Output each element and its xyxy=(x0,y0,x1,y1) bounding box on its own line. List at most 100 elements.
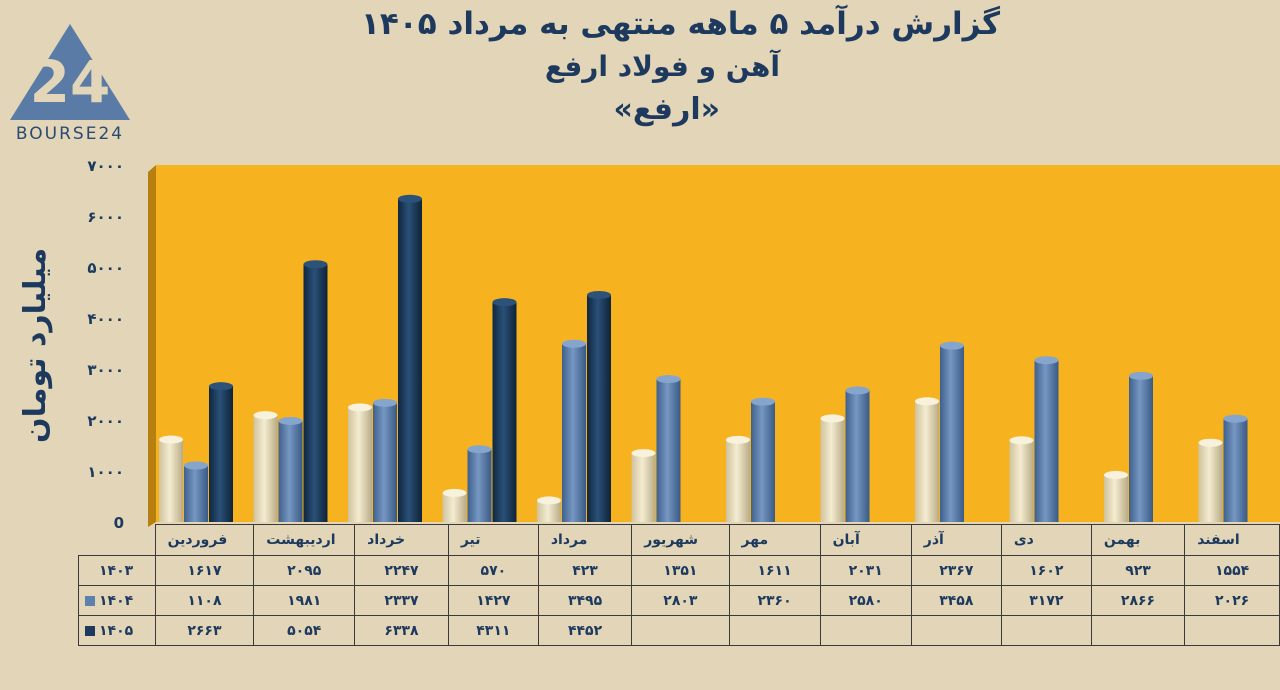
bar xyxy=(915,401,939,522)
bar xyxy=(631,453,656,522)
data-label: ۳۴۵۸ xyxy=(910,585,1002,616)
bar xyxy=(656,379,681,522)
y-tick-label: 0 xyxy=(114,514,124,532)
bar-cap xyxy=(467,445,492,454)
bar-cap xyxy=(537,496,561,505)
data-label xyxy=(1090,615,1186,646)
data-label: ۳۴۹۵ xyxy=(537,585,633,616)
bar xyxy=(1198,442,1223,522)
data-label: ۲۰۹۵ xyxy=(253,555,356,586)
bar-cap xyxy=(562,339,586,348)
data-label: ۲۰۳۱ xyxy=(819,555,912,586)
data-label: ۴۲۳ xyxy=(537,555,633,586)
bar xyxy=(537,500,561,522)
category-label: بهمن xyxy=(1090,524,1186,556)
bar xyxy=(373,402,397,522)
bar-cap xyxy=(726,435,750,444)
bar xyxy=(587,294,611,522)
bar xyxy=(1104,474,1128,522)
bar-cap xyxy=(1009,436,1034,445)
bar-cap xyxy=(209,382,233,391)
bar-cap xyxy=(398,194,422,203)
bar-cap xyxy=(751,397,775,406)
bar xyxy=(159,439,183,522)
data-label xyxy=(728,615,821,646)
data-label: ۹۲۳ xyxy=(1090,555,1186,586)
bar xyxy=(492,302,517,522)
data-label: ۲۰۲۶ xyxy=(1184,585,1280,616)
bar xyxy=(209,386,233,522)
title-line-2: آهن و فولاد ارفع xyxy=(544,50,780,83)
plot-side-wall xyxy=(148,165,156,527)
y-tick-label: ۳۰۰۰ xyxy=(87,361,124,379)
data-label: ۵۷۰ xyxy=(447,555,539,586)
bar xyxy=(303,264,328,522)
data-label xyxy=(631,615,730,646)
bar xyxy=(562,343,586,522)
series-label: ۱۴۰۵ xyxy=(78,615,156,646)
data-label xyxy=(1000,615,1092,646)
bar xyxy=(278,420,303,522)
data-label: ۲۶۶۳ xyxy=(154,615,255,646)
bar xyxy=(1223,418,1248,522)
data-label: ۲۵۸۰ xyxy=(819,585,912,616)
data-label: ۲۳۳۷ xyxy=(354,585,449,616)
bar-cap xyxy=(587,290,611,299)
category-label: مرداد xyxy=(537,524,633,556)
bar xyxy=(1129,375,1153,522)
bar-cap xyxy=(1129,371,1153,380)
data-label xyxy=(819,615,912,646)
data-label: ۳۱۷۲ xyxy=(1000,585,1092,616)
data-label: ۲۳۶۰ xyxy=(728,585,821,616)
bar xyxy=(1034,360,1059,522)
category-label: آذر xyxy=(910,524,1002,556)
y-tick-label: ۷۰۰۰ xyxy=(87,157,124,175)
bar xyxy=(398,198,422,522)
bar xyxy=(845,390,870,522)
bar-cap xyxy=(1034,356,1059,365)
data-label: ۲۲۴۷ xyxy=(354,555,449,586)
bar-cap xyxy=(940,341,964,350)
bar-cap xyxy=(442,488,467,497)
series-label: ۱۴۰۴ xyxy=(78,585,156,616)
bar-cap xyxy=(1223,414,1248,423)
data-label: ۱۴۲۷ xyxy=(447,585,539,616)
data-label: ۱۶۱۱ xyxy=(728,555,821,586)
bar xyxy=(820,418,845,522)
category-label: شهریور xyxy=(631,524,730,556)
logo-text: BOURSE24 xyxy=(15,124,125,144)
bar xyxy=(751,401,775,522)
bar-cap xyxy=(656,375,681,384)
category-label: دی xyxy=(1000,524,1092,556)
bar xyxy=(467,449,492,522)
legend-swatch xyxy=(85,595,95,606)
plot-area xyxy=(156,165,1280,522)
bar-cap xyxy=(845,386,870,395)
category-label: آبان xyxy=(819,524,912,556)
y-tick-label: ۴۰۰۰ xyxy=(87,310,124,328)
data-label: ۶۳۳۸ xyxy=(354,615,449,646)
bar-cap xyxy=(373,398,397,407)
legend-swatch xyxy=(85,625,95,636)
bar xyxy=(442,492,467,522)
data-label: ۱۱۰۸ xyxy=(154,585,255,616)
bar-cap xyxy=(915,397,939,406)
data-label: ۲۸۶۶ xyxy=(1090,585,1186,616)
y-tick-label: ۱۰۰۰ xyxy=(87,463,124,481)
data-table: فروردین اردیبهشت خرداد تیر مرداد شهریور مهر آبا… xyxy=(78,524,1280,646)
bar xyxy=(1009,440,1034,522)
category-label: فروردین xyxy=(154,524,255,556)
series-name: ۱۴۰۴ xyxy=(99,592,134,609)
data-label xyxy=(910,615,1002,646)
category-label: مهر xyxy=(728,524,821,556)
data-label: ۲۸۰۳ xyxy=(631,585,730,616)
data-label: ۴۴۵۲ xyxy=(537,615,633,646)
bar-cap xyxy=(184,461,208,470)
category-label: اردیبهشت xyxy=(253,524,356,556)
data-label: ۱۵۵۴ xyxy=(1184,555,1280,586)
category-label: خرداد xyxy=(354,524,449,556)
data-label: ۱۶۱۷ xyxy=(154,555,255,586)
table-row: ۱۴۰۵ ۲۶۶۳ ۵۰۵۴ ۶۳۳۸ ۴۳۱۱ ۴۴۵۲ xyxy=(78,615,1280,646)
bar-cap xyxy=(253,411,278,420)
